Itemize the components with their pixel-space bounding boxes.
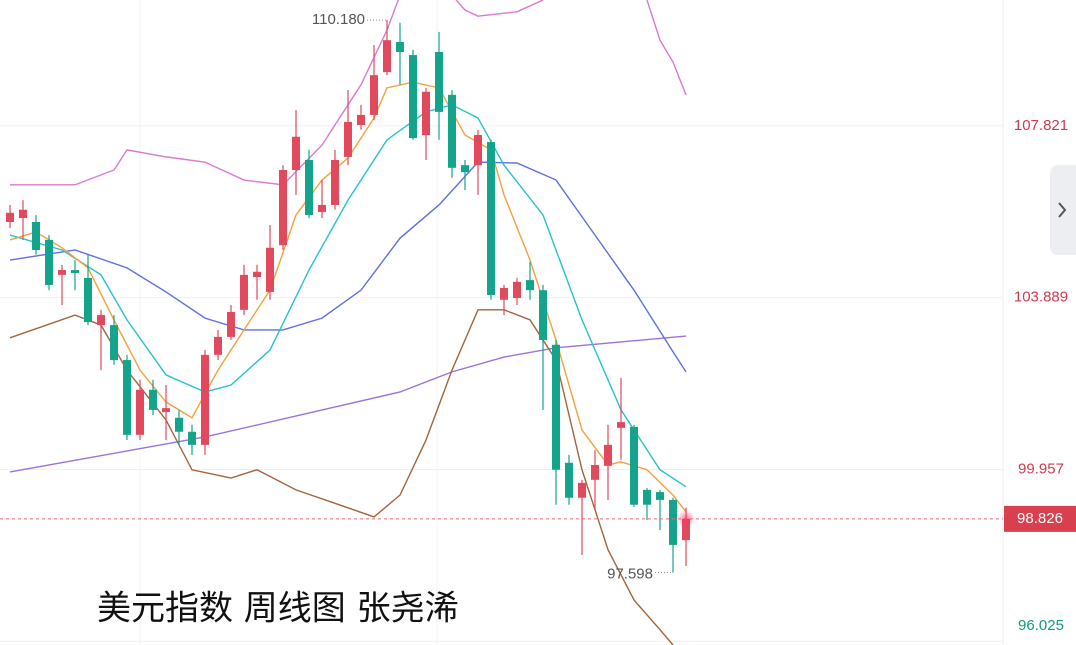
candle-body <box>84 277 92 323</box>
y-tick-label: 99.957 <box>1018 460 1064 477</box>
candle-body <box>526 280 534 291</box>
y-tick-label: 103.889 <box>1014 289 1068 306</box>
candle-body <box>617 422 625 428</box>
candle-body <box>175 417 183 432</box>
indicators <box>9 0 687 645</box>
last-price-label: 98.826 <box>1017 510 1063 527</box>
candle-body <box>318 204 326 212</box>
candle-body <box>279 169 287 246</box>
indicator-line <box>9 161 687 373</box>
candle-body <box>539 290 547 340</box>
candle-body <box>214 336 222 355</box>
y-tick-label: 107.821 <box>1014 117 1068 134</box>
last-price-glow <box>677 509 695 528</box>
price-axis: 107.821 103.889 99.957 96.025 110.180 97.598 9… <box>0 11 1076 634</box>
candle-body <box>6 212 14 222</box>
candle-body <box>669 499 677 545</box>
candle-body <box>32 221 40 250</box>
candle-body <box>188 431 196 445</box>
candle-body <box>357 114 365 125</box>
candle-body <box>565 462 573 498</box>
candle-body <box>500 287 508 300</box>
candle-body <box>19 209 27 219</box>
candle-body <box>630 426 638 505</box>
candle-body <box>383 40 391 73</box>
candle-body <box>643 489 651 505</box>
candle-body <box>253 271 261 278</box>
candle-body <box>201 354 209 445</box>
last-price-box <box>1004 505 1076 532</box>
candles <box>6 20 690 573</box>
candle-body <box>240 274 248 310</box>
low-label: 97.598 <box>607 566 653 583</box>
chart-title: 美元指数 周线图 张尧浠 <box>97 589 459 629</box>
candle-body <box>578 482 586 498</box>
candle-body <box>435 52 443 112</box>
indicator-line <box>9 104 687 488</box>
candle-body <box>487 142 495 295</box>
candle-body <box>266 247 274 292</box>
candle-body <box>656 492 664 500</box>
candle-body <box>513 281 521 299</box>
candle-body <box>591 464 599 480</box>
candle-body <box>474 135 482 166</box>
candle-body <box>422 91 430 136</box>
chevron <box>1058 202 1067 218</box>
high-label: 110.180 <box>312 11 365 28</box>
candle-body <box>396 41 404 53</box>
candle-body <box>58 270 66 275</box>
candle-body <box>305 159 313 215</box>
collapse-button[interactable] <box>1050 165 1076 255</box>
candle-body <box>448 94 456 168</box>
candle-body <box>110 325 118 361</box>
candle-body <box>604 444 612 466</box>
candle-body <box>136 389 144 435</box>
indicator-line <box>10 0 687 186</box>
candle-body <box>409 55 417 139</box>
candle-body <box>227 312 235 337</box>
candle-body <box>552 344 560 470</box>
candle-body <box>292 136 300 170</box>
candle-body <box>97 315 105 326</box>
candle-body <box>45 239 53 285</box>
candle-body <box>370 75 378 115</box>
candle-body <box>461 165 469 173</box>
candle-body <box>71 270 79 274</box>
y-tick-label: 96.025 <box>1018 617 1064 634</box>
candle-body <box>149 389 157 410</box>
candle-body <box>123 360 131 435</box>
candle-body <box>331 159 339 205</box>
candle-body <box>344 121 352 157</box>
candle-body <box>682 518 690 541</box>
candle-body <box>162 408 170 413</box>
